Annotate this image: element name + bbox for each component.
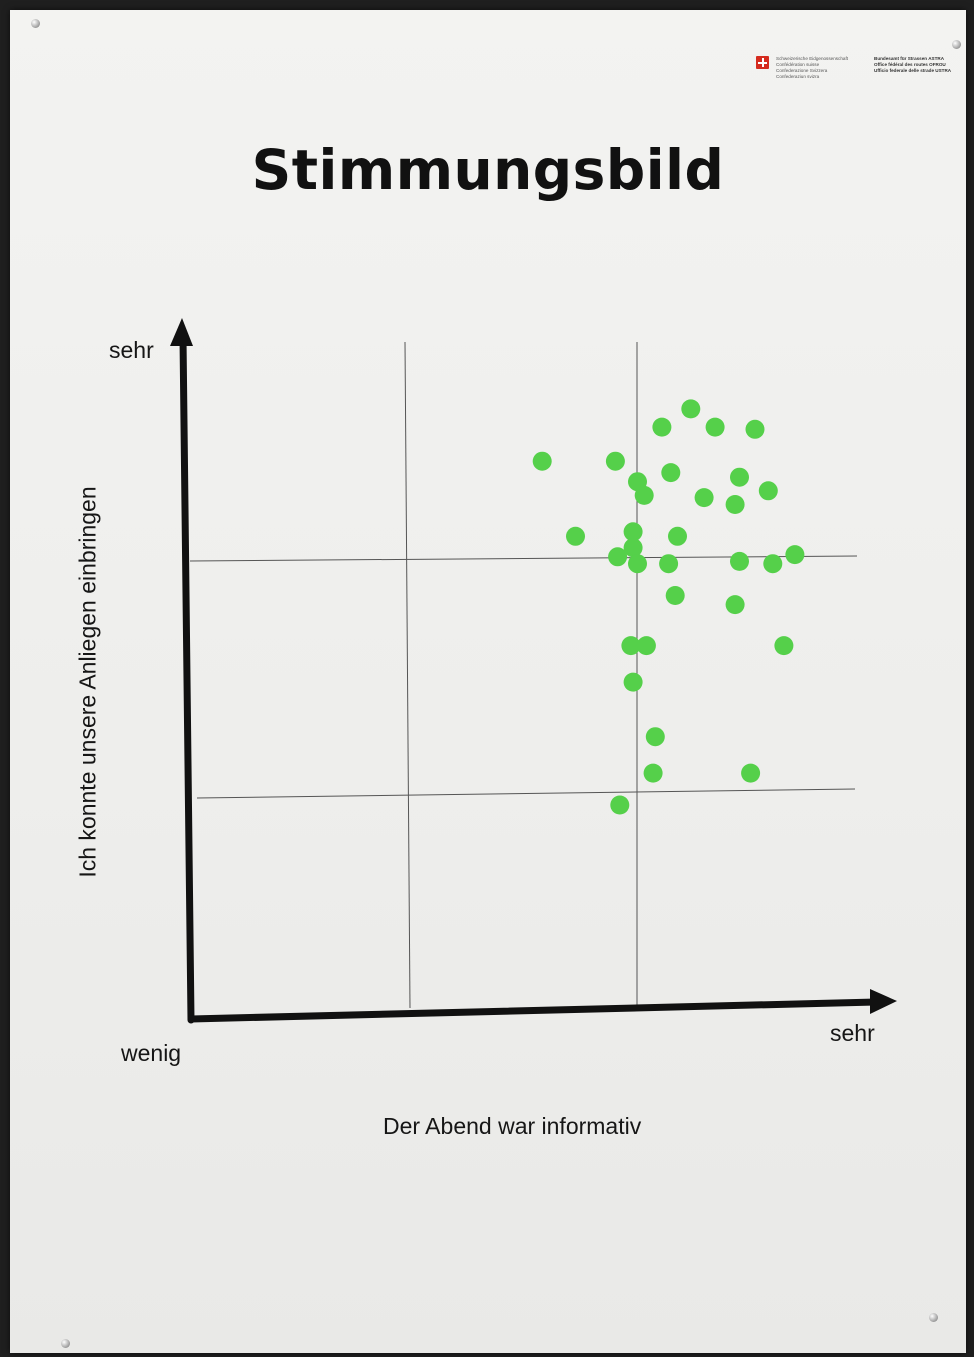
data-point (725, 595, 745, 615)
data-point (774, 636, 794, 656)
data-point (668, 526, 687, 546)
y-axis-arrow (170, 318, 193, 346)
federal-logo: Schweizerische Eidgenossenschaft Confédé… (756, 54, 966, 90)
data-point (730, 467, 749, 487)
pin-icon (31, 19, 40, 28)
pin-icon (61, 1339, 70, 1348)
data-point (610, 795, 630, 815)
x-axis-arrow (870, 989, 897, 1014)
data-point (763, 554, 783, 574)
logo-line: Confederazione Svizzera (776, 68, 828, 73)
logo-line: Ufficio federale delle strade USTRA (874, 68, 952, 73)
data-point (741, 763, 761, 783)
data-point (621, 636, 641, 656)
data-point (694, 488, 714, 508)
data-point (532, 451, 552, 471)
data-point (605, 451, 625, 471)
data-point (623, 522, 643, 542)
logo-line: Confédération suisse (776, 62, 820, 67)
data-point (730, 551, 749, 571)
y-axis (179, 334, 195, 1024)
x-axis (187, 998, 880, 1023)
grid-horizontal-line (189, 555, 858, 562)
data-point (608, 547, 628, 567)
data-point (652, 417, 672, 437)
chart-title: Stimmungsbild (251, 138, 725, 202)
x-axis-high-label: sehr (830, 1020, 875, 1046)
data-point (725, 495, 745, 514)
logo-line: Office fédéral des routes OFROU (874, 62, 946, 67)
x-axis-low-label: wenig (121, 1040, 182, 1066)
pin-icon (929, 1313, 938, 1322)
y-axis-high-label: sehr (109, 337, 154, 363)
data-point (623, 672, 643, 692)
data-point (758, 481, 778, 501)
swiss-cross-icon (756, 56, 769, 69)
logo-line: Schweizerische Eidgenossenschaft (776, 56, 849, 61)
data-point (566, 526, 585, 546)
y-axis-title: Ich konnte unsere Anliegen einbringen (74, 486, 101, 878)
logo-office-text: Bundesamt für Strassen ASTRA Office fédé… (874, 56, 951, 74)
poster: Schweizerische Eidgenossenschaft Confédé… (10, 10, 966, 1353)
x-axis-title: Der Abend war informativ (383, 1113, 642, 1139)
grid (189, 341, 858, 1009)
data-point (785, 545, 805, 565)
data-point (659, 554, 679, 574)
data-point (628, 554, 647, 574)
pin-icon (952, 40, 961, 49)
data-points (532, 399, 805, 815)
data-point (636, 636, 656, 656)
logo-line: Bundesamt für Strassen ASTRA (874, 56, 945, 61)
axes (170, 318, 897, 1024)
data-point (645, 727, 665, 747)
data-point (705, 417, 725, 437)
data-point (665, 586, 685, 605)
data-point (623, 538, 643, 558)
data-point (681, 399, 701, 419)
grid-horizontal-line (196, 788, 856, 799)
data-point (661, 463, 681, 483)
logo-line: Confederaziun svizra (776, 74, 820, 79)
data-point (745, 419, 765, 439)
grid-vertical-line (404, 341, 411, 1009)
data-point (634, 485, 654, 505)
logo-confederation-text: Schweizerische Eidgenossenschaft Confédé… (776, 56, 848, 80)
data-point (643, 763, 663, 783)
